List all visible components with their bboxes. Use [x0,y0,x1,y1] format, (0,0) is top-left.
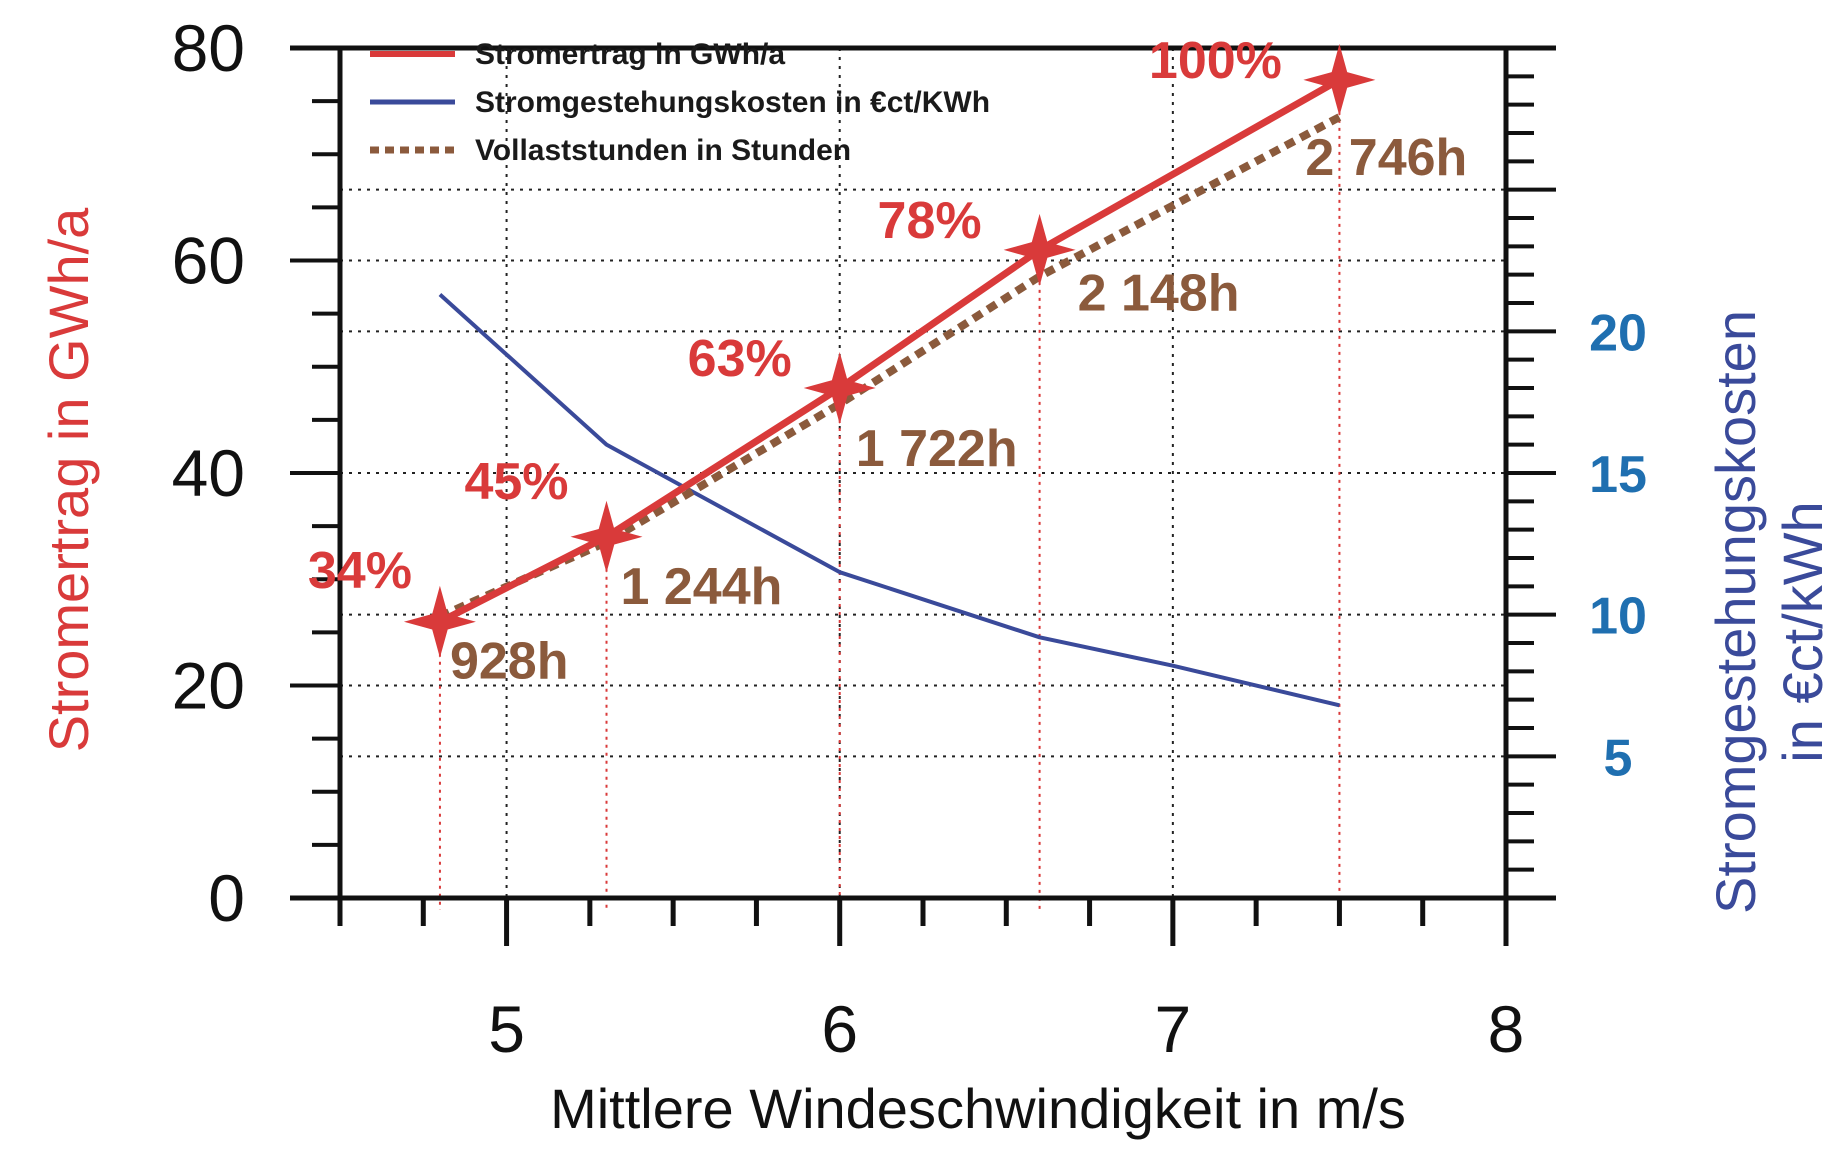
data-label-percent: 78% [878,192,982,250]
y-axis-right-title-line2: in €ct/kWh [1771,501,1834,762]
legend: Stromertrag in GWh/a Stromgestehungskost… [370,38,990,167]
x-tick-label: 8 [1488,992,1525,1066]
series-point-stromertrag [803,352,876,424]
axes: 0 20 40 60 80 5 10 15 20 5 6 7 8 [172,11,1647,1066]
x-axis-title: Mittlere Windeschwindigkeit in m/s [550,1077,1406,1140]
y-right-tick-label: 5 [1604,729,1633,787]
point-labels: 34% 45% 63% 78% 100% 928h 1 244h 1 722h 2 148h 2 … [308,32,1467,691]
y-left-tick-label: 40 [172,436,245,510]
data-label-hours: 1 244h [621,558,783,616]
y-right-tick-label: 15 [1589,446,1647,504]
grid [340,48,1506,898]
series [403,43,1376,708]
data-label-hours: 2 148h [1078,264,1240,322]
y-right-tick-label: 10 [1589,588,1647,646]
x-tick-label: 5 [488,992,525,1066]
y-axis-right-title-line1: Stromgestehungskosten [1704,310,1767,914]
marker-guides [438,79,1341,910]
data-label-percent: 63% [688,330,792,388]
x-tick-label: 6 [821,992,858,1066]
y-axis-left-title: Stromertrag in GWh/a [37,207,100,752]
series-point-stromertrag [403,585,476,658]
series-point-stromertrag [1303,43,1376,116]
series-point-stromertrag [1003,213,1076,286]
y-left-tick-label: 80 [172,11,245,85]
legend-label-kosten: Stromgestehungskosten in €ct/KWh [475,86,990,119]
y-left-tick-label: 60 [172,224,245,298]
data-label-percent: 34% [308,542,412,600]
y-right-tick-label: 20 [1589,304,1647,362]
x-tick-label: 7 [1154,992,1191,1066]
y-left-tick-label: 20 [172,649,245,723]
y-left-tick-label: 0 [208,861,245,935]
data-label-percent: 100% [1149,32,1282,90]
data-label-hours: 928h [450,632,569,690]
data-label-hours: 2 746h [1305,129,1467,187]
series-point-stromertrag [570,500,643,573]
series-line-stromgestehungskosten [438,293,1340,708]
data-label-percent: 45% [464,453,568,511]
legend-label-stromertrag: Stromertrag in GWh/a [475,38,785,71]
data-label-hours: 1 722h [856,420,1018,478]
legend-label-vollast: Vollaststunden in Stunden [475,134,851,167]
